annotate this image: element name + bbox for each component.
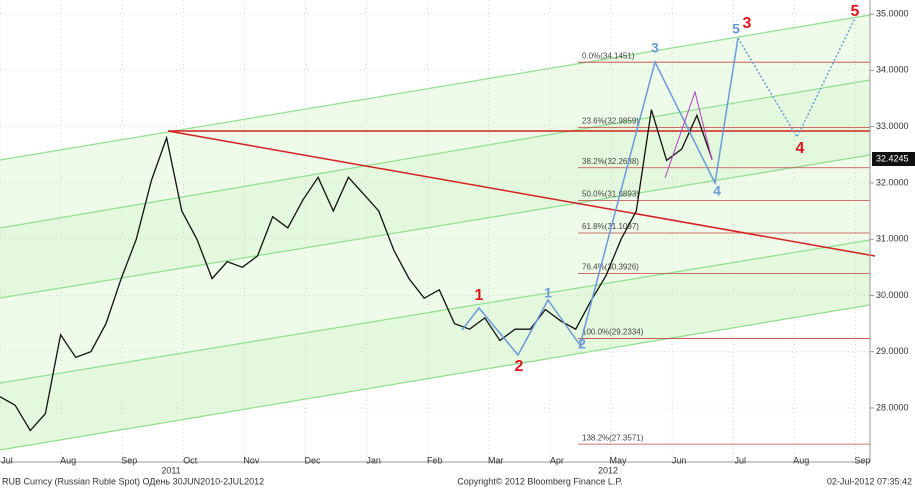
blue-wave-label: 2 xyxy=(578,336,586,352)
y-tick-label: 29.0000 xyxy=(876,346,909,356)
x-tick-label: May xyxy=(609,455,627,465)
x-tick-label: Jul xyxy=(734,455,746,465)
y-tick-label: 32.0000 xyxy=(876,177,909,187)
y-tick-label: 28.0000 xyxy=(876,402,909,412)
last-price-box xyxy=(872,151,915,166)
fib-label: 38.2%(32.2688) xyxy=(582,157,639,166)
x-tick-label: Feb xyxy=(427,455,443,465)
x-tick-label: Dec xyxy=(304,455,321,465)
x-tick-label: Jun xyxy=(672,455,687,465)
footer-center: Copyright© 2012 Bloomberg Finance L.P. xyxy=(457,476,623,486)
x-tick-label: Apr xyxy=(550,455,564,465)
red-wave-label: 4 xyxy=(796,140,805,157)
red-wave-label: 3 xyxy=(743,15,752,32)
red-wave-label: 5 xyxy=(851,3,860,20)
y-tick-label: 34.0000 xyxy=(876,65,909,75)
red-wave-label: 2 xyxy=(515,358,524,375)
y-tick-label: 30.0000 xyxy=(876,290,909,300)
footer-left: RUB Curncy (Russian Ruble Spot) ОДень 30… xyxy=(2,476,264,486)
year-label: 2012 xyxy=(598,465,618,475)
fib-label: 138.2%(27.3571) xyxy=(582,433,644,442)
fib-label: 50.0%(31.6893) xyxy=(582,189,639,198)
red-wave-label: 1 xyxy=(475,287,484,304)
x-tick-label: Aug xyxy=(793,455,809,465)
wave-labels: 1 2 3 4 5 1 2 3 4 5 xyxy=(475,3,860,375)
x-tick-label: Jul xyxy=(1,455,13,465)
fib-label: 23.6%(32.9859) xyxy=(582,117,639,126)
blue-wave-label: 4 xyxy=(713,183,721,199)
last-price-label: 32.4245 xyxy=(876,153,909,163)
blue-wave-label: 3 xyxy=(651,40,659,56)
blue-wave-label: 1 xyxy=(544,285,552,301)
x-tick-label: Sep xyxy=(121,455,137,465)
fib-label: 100.0%(29.2334) xyxy=(582,328,644,337)
axis-labels: 28.0000 29.0000 30.0000 31.0000 32.0000 33.00… xyxy=(1,8,915,475)
x-tick-label: Mar xyxy=(488,455,504,465)
footer-right: 02-Jul-2012 07:35:42 xyxy=(827,476,912,486)
x-tick-label: Jan xyxy=(366,455,381,465)
y-tick-label: 31.0000 xyxy=(876,234,909,244)
year-label: 2011 xyxy=(161,465,180,475)
x-tick-label: Sep xyxy=(854,455,870,465)
wave-paths xyxy=(461,17,856,357)
x-tick-label: Nov xyxy=(243,455,260,465)
grid xyxy=(0,0,870,462)
x-tick-label: Oct xyxy=(183,455,198,465)
fib-label: 76.4%(30.3926) xyxy=(582,262,639,271)
x-tick-label: Aug xyxy=(60,455,76,465)
y-tick-label: 35.0000 xyxy=(876,8,909,18)
trend-line xyxy=(167,130,876,257)
blue-wave-label: 5 xyxy=(732,21,740,37)
channel xyxy=(0,14,871,451)
y-tick-label: 33.0000 xyxy=(876,121,909,131)
fib-label: 0.0%(34.1451) xyxy=(582,51,635,60)
